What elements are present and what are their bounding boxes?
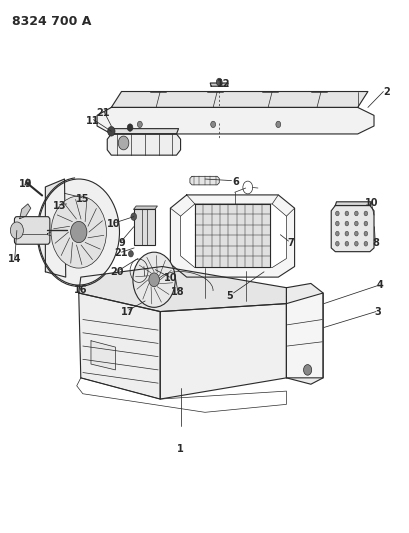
- Circle shape: [130, 213, 136, 220]
- Text: 13: 13: [52, 200, 66, 211]
- Circle shape: [108, 126, 115, 136]
- Circle shape: [335, 221, 338, 226]
- Circle shape: [363, 241, 367, 246]
- Circle shape: [38, 179, 119, 285]
- Circle shape: [354, 241, 357, 246]
- Circle shape: [363, 221, 367, 226]
- Polygon shape: [47, 229, 61, 237]
- Circle shape: [363, 211, 367, 216]
- Text: 1: 1: [177, 445, 184, 455]
- Circle shape: [127, 124, 133, 131]
- Polygon shape: [20, 204, 31, 219]
- Text: 12: 12: [216, 78, 229, 88]
- Text: 7: 7: [286, 238, 293, 248]
- Text: 20: 20: [110, 267, 124, 277]
- Circle shape: [344, 211, 348, 216]
- Bar: [133, 209, 155, 245]
- Text: 10: 10: [163, 273, 177, 283]
- Polygon shape: [91, 341, 115, 370]
- Polygon shape: [330, 206, 373, 252]
- Circle shape: [148, 273, 159, 287]
- Text: 14: 14: [8, 254, 21, 263]
- Circle shape: [216, 78, 222, 86]
- Polygon shape: [79, 293, 160, 399]
- Circle shape: [137, 121, 142, 127]
- Circle shape: [335, 231, 338, 236]
- Circle shape: [275, 121, 280, 127]
- Polygon shape: [111, 92, 367, 108]
- Circle shape: [354, 211, 357, 216]
- Polygon shape: [286, 293, 322, 378]
- Text: 11: 11: [86, 116, 99, 126]
- Text: 18: 18: [171, 287, 184, 297]
- Text: 5: 5: [225, 290, 232, 301]
- Circle shape: [133, 252, 175, 308]
- Circle shape: [344, 241, 348, 246]
- Text: 3: 3: [374, 306, 380, 317]
- Text: 19: 19: [19, 179, 32, 189]
- Circle shape: [210, 121, 215, 127]
- Polygon shape: [79, 266, 286, 312]
- Polygon shape: [180, 204, 286, 268]
- Polygon shape: [335, 202, 370, 206]
- Circle shape: [10, 222, 23, 239]
- Text: 17: 17: [121, 306, 134, 317]
- Circle shape: [344, 231, 348, 236]
- Circle shape: [51, 196, 106, 268]
- Polygon shape: [97, 108, 373, 134]
- Text: 8: 8: [372, 238, 379, 248]
- Circle shape: [354, 231, 357, 236]
- Polygon shape: [170, 195, 294, 277]
- Text: 6: 6: [231, 176, 238, 187]
- Text: 21: 21: [96, 108, 110, 118]
- Circle shape: [335, 211, 338, 216]
- Text: 2: 2: [382, 86, 389, 96]
- FancyBboxPatch shape: [14, 216, 50, 244]
- Text: 15: 15: [76, 193, 89, 204]
- Bar: [133, 209, 155, 245]
- Circle shape: [70, 221, 87, 243]
- Text: 4: 4: [376, 280, 382, 290]
- Polygon shape: [25, 179, 30, 185]
- Polygon shape: [45, 179, 65, 277]
- Text: 9: 9: [118, 238, 125, 248]
- Circle shape: [335, 241, 338, 246]
- Polygon shape: [160, 304, 286, 399]
- Polygon shape: [210, 83, 228, 86]
- Polygon shape: [286, 284, 322, 384]
- Circle shape: [363, 231, 367, 236]
- Polygon shape: [189, 176, 219, 185]
- Text: 16: 16: [74, 285, 88, 295]
- Polygon shape: [194, 204, 270, 266]
- Circle shape: [344, 221, 348, 226]
- Text: 21: 21: [114, 248, 127, 259]
- Polygon shape: [107, 134, 180, 155]
- Text: 10: 10: [106, 219, 120, 229]
- Circle shape: [128, 251, 133, 257]
- Polygon shape: [111, 128, 178, 134]
- Circle shape: [354, 221, 357, 226]
- Circle shape: [303, 365, 311, 375]
- Circle shape: [118, 136, 128, 150]
- Text: 8324 700 A: 8324 700 A: [11, 14, 91, 28]
- Polygon shape: [133, 206, 157, 209]
- Text: 10: 10: [364, 198, 378, 208]
